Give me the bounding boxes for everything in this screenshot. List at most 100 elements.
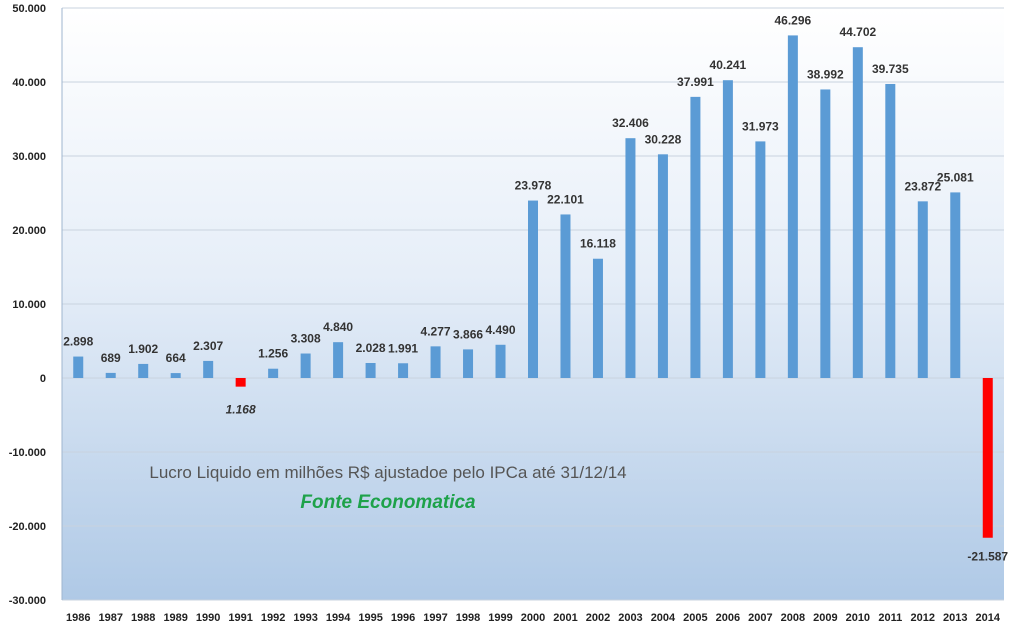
bar	[398, 363, 409, 378]
y-tick-label: 30.000	[12, 151, 46, 163]
x-tick-label: 1987	[98, 612, 122, 624]
data-label: 3.866	[453, 327, 483, 341]
bar	[982, 378, 993, 538]
y-tick-label: -20.000	[9, 521, 46, 533]
bar	[560, 214, 571, 378]
y-tick-label: -30.000	[9, 595, 46, 607]
data-label: 2.898	[63, 335, 93, 349]
bar	[690, 96, 701, 378]
data-label: 23.978	[515, 179, 552, 193]
data-label: 1.256	[258, 347, 288, 361]
bar	[722, 80, 733, 378]
bars	[73, 35, 993, 538]
data-label: 40.241	[710, 58, 747, 72]
x-tick-label: 1994	[326, 612, 351, 624]
bar	[300, 353, 311, 378]
data-label: 44.702	[839, 25, 876, 39]
data-label: 4.490	[486, 323, 516, 337]
bar	[852, 47, 863, 378]
chart-subtitle: Lucro Liquido em milhões R$ ajustadoe pe…	[149, 463, 626, 482]
x-tick-label: 1989	[163, 612, 187, 624]
x-tick-label: 1996	[391, 612, 415, 624]
y-tick-label: 0	[40, 373, 46, 385]
bar	[657, 154, 668, 378]
x-tick-label: 1995	[358, 612, 382, 624]
y-tick-label: 40.000	[12, 77, 46, 89]
x-tick-label: 2005	[683, 612, 707, 624]
bar	[592, 258, 603, 378]
y-tick-label: 20.000	[12, 225, 46, 237]
bar	[105, 372, 116, 378]
data-label: 25.081	[937, 170, 974, 184]
x-tick-label: 2012	[911, 612, 935, 624]
bar	[203, 360, 214, 378]
x-tick-label: 2004	[651, 612, 676, 624]
bar	[333, 342, 344, 378]
y-tick-label: -10.000	[9, 447, 46, 459]
x-tick-label: 1993	[293, 612, 317, 624]
x-tick-label: 2009	[813, 612, 837, 624]
bar	[528, 200, 538, 378]
data-label: 32.406	[612, 116, 649, 130]
data-labels: 2.898 689 1.902 664 2.307 1.168 1.2563.3084.84…	[63, 13, 1008, 563]
data-label: 39.735	[872, 62, 909, 76]
x-tick-label: 2003	[618, 612, 642, 624]
x-tick-label: 2008	[781, 612, 805, 624]
x-tick-label: 1992	[261, 612, 285, 624]
data-label: 689	[101, 351, 121, 365]
y-tick-label: 50.000	[12, 3, 46, 15]
bar	[820, 89, 831, 378]
bar	[138, 363, 149, 378]
y-tick-label: 10.000	[12, 299, 46, 311]
data-label: 2.307	[193, 339, 223, 353]
x-tick-label: 1998	[456, 612, 480, 624]
bar	[463, 349, 474, 378]
x-tick-label: 1990	[196, 612, 220, 624]
bar	[365, 362, 376, 378]
data-label: 23.872	[904, 179, 941, 193]
bar	[268, 368, 279, 378]
data-label: 37.991	[677, 75, 714, 89]
bar	[495, 344, 506, 378]
data-label: 16.118	[580, 237, 616, 251]
axes: -30.000 -20.000 -10.000 0 10.000 20.000 30.000…	[9, 3, 1001, 624]
x-tick-label: 2010	[846, 612, 870, 624]
x-tick-label: 2001	[553, 612, 577, 624]
data-label: 1.168	[226, 403, 256, 417]
bar	[755, 141, 766, 378]
data-label: 4.277	[421, 324, 451, 338]
bar	[170, 373, 181, 378]
data-label: 4.840	[323, 320, 353, 334]
data-label: -21.587	[967, 550, 1008, 564]
data-label: 2.028	[356, 341, 386, 355]
data-label: 38.992	[807, 67, 844, 81]
x-tick-label: 1988	[131, 612, 155, 624]
x-tick-label: 1986	[66, 612, 90, 624]
data-label: 664	[166, 351, 186, 365]
bar	[73, 356, 84, 378]
data-label: 46.296	[775, 13, 812, 27]
x-tick-label: 1999	[488, 612, 512, 624]
bar	[885, 83, 896, 378]
bar	[235, 378, 246, 387]
x-tick-label: 2006	[716, 612, 740, 624]
data-label: 22.101	[547, 192, 584, 206]
data-label: 1.991	[388, 341, 418, 355]
bar	[430, 346, 441, 378]
data-label: 31.973	[742, 119, 779, 133]
bar	[950, 192, 961, 378]
x-tick-label: 2011	[878, 612, 902, 624]
x-tick-label: 2002	[586, 612, 610, 624]
x-tick-label: 2000	[521, 612, 545, 624]
bar	[787, 35, 798, 378]
bar	[917, 201, 928, 378]
data-label: 30.228	[645, 132, 682, 146]
data-label: 1.902	[128, 342, 158, 356]
x-tick-label: 2007	[748, 612, 772, 624]
bar	[625, 138, 636, 378]
chart-source: Fonte Economatica	[300, 492, 476, 513]
data-label: 3.308	[291, 332, 321, 346]
x-tick-label: 2014	[976, 612, 1001, 624]
